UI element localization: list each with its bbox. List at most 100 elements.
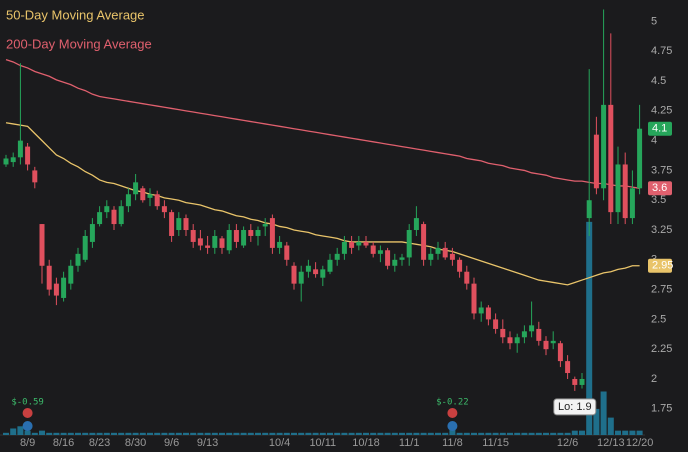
x-tick-label: 8/9 bbox=[20, 437, 35, 449]
candle-body bbox=[421, 224, 427, 260]
candle-body bbox=[536, 328, 542, 341]
volume-bar bbox=[46, 432, 53, 435]
legend-entry: 50-Day Moving Average bbox=[6, 7, 145, 22]
y-tick-label: 4.75 bbox=[651, 45, 672, 57]
volume-bar bbox=[543, 432, 549, 435]
volume-bar bbox=[463, 432, 470, 435]
dividend-icon bbox=[22, 421, 33, 431]
candle-body bbox=[305, 265, 311, 272]
candle-body bbox=[104, 206, 110, 213]
candle-body bbox=[89, 224, 95, 242]
volume-bar bbox=[147, 432, 153, 435]
candle-body bbox=[176, 218, 182, 231]
volume-bar bbox=[168, 432, 175, 435]
candle-body bbox=[320, 269, 326, 278]
candle-body bbox=[197, 238, 203, 246]
x-tick-label: 11/1 bbox=[399, 437, 420, 449]
volume-bar bbox=[535, 432, 542, 435]
volume-bar bbox=[175, 432, 182, 435]
volume-bar bbox=[355, 432, 362, 435]
x-tick-label: 8/30 bbox=[125, 437, 146, 449]
candle-body bbox=[32, 170, 38, 183]
candle-body bbox=[277, 241, 283, 248]
candle-body bbox=[169, 212, 175, 236]
volume-bar bbox=[600, 391, 607, 435]
candle-body bbox=[406, 230, 412, 258]
volume-bar bbox=[17, 426, 24, 435]
candle-body bbox=[125, 194, 131, 207]
volume-bar bbox=[240, 432, 247, 435]
candle-body bbox=[248, 230, 254, 236]
candle-body bbox=[39, 224, 45, 266]
volume-bar bbox=[298, 432, 305, 435]
candle-body bbox=[557, 343, 563, 362]
volume-bar bbox=[3, 432, 9, 435]
candle-body bbox=[205, 245, 211, 248]
price-badge-label: 3.6 bbox=[652, 182, 667, 194]
x-tick-label: 8/23 bbox=[89, 437, 110, 449]
volume-bar bbox=[471, 432, 477, 435]
y-tick-label: 3.75 bbox=[651, 164, 672, 176]
volume-bar bbox=[75, 432, 81, 435]
candle-body bbox=[500, 328, 506, 338]
volume-bar bbox=[478, 432, 485, 435]
candle-body bbox=[17, 140, 23, 158]
candle-body bbox=[356, 241, 362, 246]
y-tick-label: 1.75 bbox=[651, 403, 672, 415]
y-tick-label: 5 bbox=[651, 15, 657, 27]
y-tick-label: 4.25 bbox=[651, 105, 672, 117]
candle-body bbox=[190, 230, 196, 242]
volume-bar bbox=[60, 432, 67, 435]
x-tick-label: 9/13 bbox=[197, 437, 218, 449]
volume-bar bbox=[31, 432, 38, 435]
volume-bar bbox=[413, 432, 420, 435]
volume-bar bbox=[485, 432, 492, 435]
volume-bar bbox=[341, 432, 348, 435]
volume-bar bbox=[363, 432, 369, 435]
candle-body bbox=[313, 269, 319, 275]
candle-body bbox=[233, 230, 239, 242]
legend-entry: 200-Day Moving Average bbox=[6, 36, 152, 51]
candle-body bbox=[53, 283, 59, 296]
candle-body bbox=[118, 206, 124, 225]
price-badge: 3.6 bbox=[648, 181, 672, 196]
volume-bar bbox=[521, 432, 528, 435]
volume-bar bbox=[125, 432, 132, 435]
y-tick-label: 2.5 bbox=[651, 313, 666, 325]
volume-bar bbox=[579, 430, 585, 435]
candle-body bbox=[219, 238, 225, 248]
volume-bar bbox=[420, 432, 427, 435]
candle-body bbox=[212, 235, 218, 248]
candle-body bbox=[428, 253, 434, 260]
candle-body bbox=[133, 182, 139, 195]
candle-body bbox=[10, 157, 16, 163]
candle-body bbox=[478, 307, 484, 314]
candle-body bbox=[485, 307, 491, 320]
x-tick-label: 9/6 bbox=[164, 437, 179, 449]
volume-bar bbox=[161, 432, 168, 435]
volume-bar bbox=[334, 432, 341, 435]
price-badge-bg bbox=[648, 258, 672, 273]
x-tick-label: 12/13 bbox=[597, 437, 625, 449]
x-tick-label: 11/8 bbox=[442, 437, 463, 449]
volume-bar bbox=[406, 432, 413, 435]
volume-bar bbox=[96, 432, 103, 435]
volume-bar bbox=[586, 221, 593, 435]
candle-body bbox=[637, 128, 643, 189]
volume-bar bbox=[629, 430, 636, 435]
candle-body bbox=[471, 283, 477, 314]
volume-bar bbox=[427, 432, 434, 435]
volume-bar bbox=[53, 432, 60, 435]
volume-bar bbox=[442, 432, 449, 435]
earnings-label: $-0.22 bbox=[436, 398, 469, 408]
candle-body bbox=[377, 250, 383, 254]
candle-body bbox=[608, 104, 614, 213]
volume-bar bbox=[269, 432, 276, 435]
volume-bar bbox=[211, 432, 218, 435]
volume-bar bbox=[197, 432, 204, 435]
volume-bar bbox=[312, 432, 319, 435]
candle-body bbox=[341, 241, 347, 254]
volume-bar bbox=[593, 408, 600, 435]
